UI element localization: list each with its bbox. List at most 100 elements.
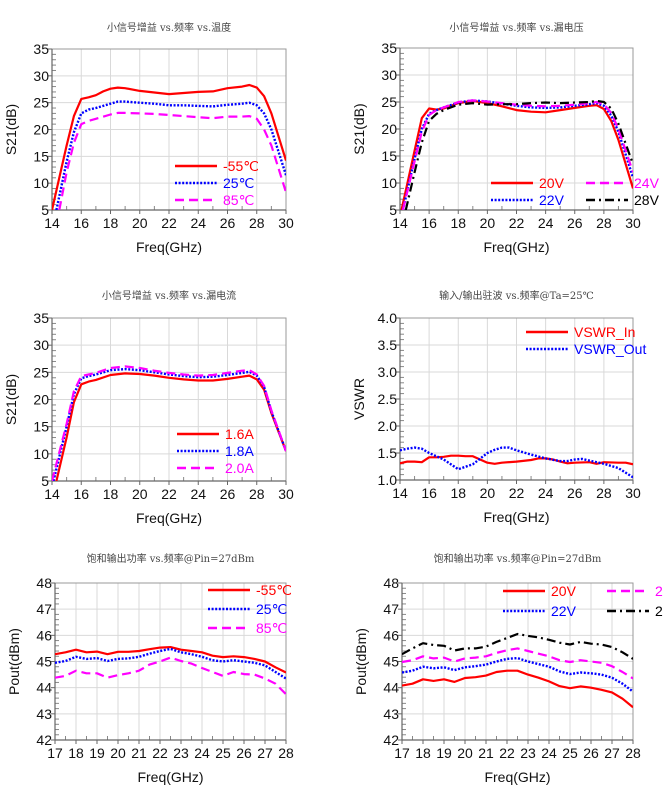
y-tick-label: 48 bbox=[383, 575, 399, 591]
y-tick-label: 25 bbox=[33, 364, 49, 380]
series-line-2 bbox=[58, 111, 286, 210]
y-tick-label: 44 bbox=[383, 680, 399, 696]
x-tick-label: 28 bbox=[596, 215, 612, 231]
x-tick-label: 28 bbox=[249, 215, 265, 231]
x-tick-label: 20 bbox=[132, 215, 148, 231]
x-axis-label: Freq(GHz) bbox=[136, 239, 202, 255]
x-tick-label: 21 bbox=[478, 745, 494, 761]
y-tick-label: 48 bbox=[36, 575, 52, 591]
legend-label-1: 25℃ bbox=[256, 601, 287, 617]
x-tick-label: 20 bbox=[132, 486, 148, 502]
legend-label-1: 25℃ bbox=[223, 175, 254, 191]
x-tick-label: 22 bbox=[509, 215, 525, 231]
chart-svg-6: 饱和输出功率 vs.频率@Pin=27dBm 17 18 19 20 21 22 23 24 25… bbox=[353, 552, 663, 785]
x-tick-label: 28 bbox=[625, 745, 641, 761]
legend-label-2: 24V bbox=[655, 583, 663, 599]
chart-svg-3: 小信号增益 vs.频率 vs.漏电流 14 16 18 20 22 24 26 28 30 5 10 1… bbox=[3, 289, 294, 526]
legend-label-1: 22V bbox=[539, 192, 565, 208]
chart-panel-6: 饱和输出功率 vs.频率@Pin=27dBm 17 18 19 20 21 22 23 24 25… bbox=[331, 538, 663, 803]
x-tick-label: 26 bbox=[236, 745, 252, 761]
chart-panel-1: 小信号增益 vs.频率 vs.温度 14 16 18 20 22 24 26 28 30 5 10 15… bbox=[0, 0, 331, 268]
x-tick-label: 23 bbox=[520, 745, 536, 761]
x-tick-label: 30 bbox=[625, 215, 641, 231]
y-tick-label: 45 bbox=[383, 654, 399, 670]
y-tick-label: 25 bbox=[381, 94, 397, 110]
x-axis-label: Freq(GHz) bbox=[136, 510, 202, 526]
y-tick-label: 35 bbox=[381, 40, 397, 56]
y-tick-label: 44 bbox=[36, 680, 52, 696]
y-tick-label: 5 bbox=[41, 473, 49, 489]
y-axis-label: S21(dB) bbox=[351, 103, 367, 154]
x-tick-label: 18 bbox=[103, 215, 119, 231]
x-tick-label: 22 bbox=[499, 745, 515, 761]
x-tick-label: 28 bbox=[596, 485, 612, 501]
chart-title: 饱和输出功率 vs.频率@Pin=27dBm bbox=[434, 552, 602, 565]
x-axis-label: Freq(GHz) bbox=[483, 239, 549, 255]
y-tick-label: 20 bbox=[33, 392, 49, 408]
x-tick-label: 24 bbox=[541, 745, 557, 761]
legend-label-0: 1.6A bbox=[225, 426, 254, 442]
y-tick-label: 35 bbox=[33, 310, 49, 326]
x-axis-label: Freq(GHz) bbox=[484, 769, 550, 785]
x-tick-label: 26 bbox=[567, 215, 583, 231]
x-tick-label: 16 bbox=[73, 215, 89, 231]
y-tick-label: 47 bbox=[383, 601, 399, 617]
x-tick-label: 18 bbox=[103, 486, 119, 502]
x-tick-label: 24 bbox=[194, 745, 210, 761]
x-tick-label: 30 bbox=[278, 486, 294, 502]
y-tick-label: 4.0 bbox=[378, 310, 398, 326]
chart-title: 小信号增益 vs.频率 vs.漏电流 bbox=[102, 289, 236, 302]
chart-panel-5: 饱和输出功率 vs.频率@Pin=27dBm 17 18 19 20 21 22 23 24 25… bbox=[0, 538, 331, 803]
y-tick-label: 46 bbox=[383, 627, 399, 643]
x-tick-label: 20 bbox=[480, 485, 496, 501]
x-tick-label: 20 bbox=[480, 215, 496, 231]
x-tick-label: 18 bbox=[68, 745, 84, 761]
y-tick-label: 47 bbox=[36, 601, 52, 617]
x-tick-label: 26 bbox=[567, 485, 583, 501]
x-tick-label: 22 bbox=[161, 215, 177, 231]
legend-label-2: 85℃ bbox=[223, 192, 254, 208]
chart-svg-1: 小信号增益 vs.频率 vs.温度 14 16 18 20 22 24 26 28 30 5 10 15… bbox=[3, 21, 294, 255]
x-tick-label: 25 bbox=[215, 745, 231, 761]
x-tick-label: 24 bbox=[538, 215, 554, 231]
x-tick-label: 24 bbox=[190, 486, 206, 502]
x-tick-label: 24 bbox=[538, 485, 554, 501]
chart-title: 饱和输出功率 vs.频率@Pin=27dBm bbox=[87, 552, 255, 565]
legend-label-0: VSWR_In bbox=[574, 324, 635, 340]
y-tick-label: 1.5 bbox=[378, 445, 398, 461]
y-tick-label: 3.0 bbox=[378, 364, 398, 380]
x-tick-label: 28 bbox=[249, 486, 265, 502]
legend-label-0: 20V bbox=[539, 175, 565, 191]
y-axis-label: Pout(dBm) bbox=[353, 628, 369, 695]
x-tick-label: 14 bbox=[44, 215, 60, 231]
x-axis-label: Freq(GHz) bbox=[483, 509, 549, 525]
chart-title: 输入/输出驻波 vs.频率@Ta=25℃ bbox=[439, 289, 594, 302]
x-tick-label: 14 bbox=[44, 486, 60, 502]
y-tick-label: 35 bbox=[33, 41, 49, 57]
series-line-0 bbox=[52, 83, 286, 210]
x-tick-label: 22 bbox=[152, 745, 168, 761]
y-tick-label: 15 bbox=[33, 148, 49, 164]
series-line-1 bbox=[55, 100, 286, 210]
y-tick-label: 20 bbox=[33, 122, 49, 138]
y-tick-label: 43 bbox=[36, 706, 52, 722]
x-tick-label: 18 bbox=[450, 215, 466, 231]
x-tick-label: 16 bbox=[421, 485, 437, 501]
y-tick-label: 25 bbox=[33, 95, 49, 111]
x-tick-label: 14 bbox=[392, 215, 408, 231]
x-tick-label: 28 bbox=[278, 745, 294, 761]
legend-label-3: 28V bbox=[634, 192, 660, 208]
x-tick-label: 22 bbox=[509, 485, 525, 501]
x-tick-label: 17 bbox=[47, 745, 63, 761]
legend-label-0: -55℃ bbox=[256, 582, 292, 598]
x-tick-label: 26 bbox=[220, 486, 236, 502]
y-tick-label: 5 bbox=[389, 202, 397, 218]
legend-label-1: VSWR_Out bbox=[574, 341, 646, 357]
x-tick-label: 24 bbox=[190, 215, 206, 231]
x-tick-label: 14 bbox=[392, 485, 408, 501]
y-axis-label: Pout(dBm) bbox=[6, 628, 22, 695]
legend-label-2: 85℃ bbox=[256, 620, 287, 636]
y-tick-label: 10 bbox=[33, 175, 49, 191]
x-tick-label: 30 bbox=[278, 215, 294, 231]
x-tick-label: 26 bbox=[220, 215, 236, 231]
